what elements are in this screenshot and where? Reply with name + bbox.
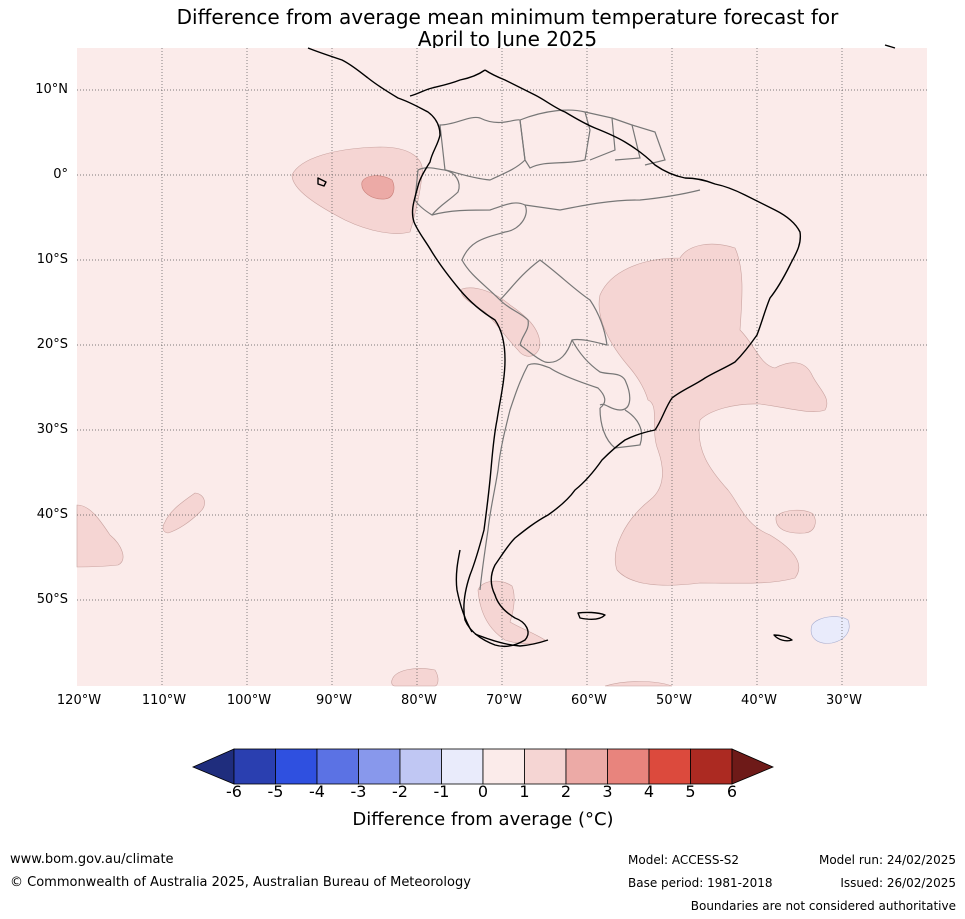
model-run-date: Model run: 24/02/2025 — [818, 853, 956, 867]
anomaly-region-brazil-atlantic — [598, 243, 828, 586]
colorbar-title: Difference from average (°C) — [352, 809, 614, 830]
anomaly-shading — [76, 146, 828, 687]
boundaries-disclaimer: Boundaries are not considered authoritat… — [690, 899, 956, 913]
anomaly-region-south-atlantic — [775, 509, 816, 534]
colorbar-tick-label: 0 — [477, 782, 489, 801]
colorbar — [191, 748, 775, 785]
base-period: Base period: 1981-2018 — [628, 876, 773, 890]
colorbar-tick-label: -4 — [309, 782, 325, 801]
copyright-text: © Commonwealth of Australia 2025, Austra… — [10, 875, 471, 890]
anomaly-region-southern-ocean-west — [391, 668, 439, 687]
lon-label-40w: 40°W — [741, 693, 777, 708]
colorbar-tick-label: 6 — [726, 782, 738, 801]
colorbar-tick-label: -1 — [433, 782, 450, 801]
lat-label-10s: 10°S — [36, 252, 68, 267]
lat-label-10n: 10°N — [35, 82, 68, 97]
map-title-line-2: April to June 2025 — [417, 27, 598, 51]
lon-label-70w: 70°W — [486, 693, 522, 708]
graticule — [77, 48, 927, 686]
colorbar-tick-label: 3 — [602, 782, 613, 801]
lon-label-30w: 30°W — [826, 693, 862, 708]
colorbar-tick-label: 4 — [643, 782, 655, 801]
colorbar-tick-label: 2 — [560, 782, 572, 801]
map-title-line-1: Difference from average mean minimum tem… — [176, 5, 839, 29]
anomaly-region-southern-ocean-east — [604, 681, 673, 687]
anomaly-region-patagonia — [477, 580, 546, 645]
colorbar-tick-label: -6 — [226, 782, 242, 801]
colorbar-extend-low — [191, 748, 235, 785]
model-name: Model: ACCESS-S2 — [628, 853, 740, 867]
lat-label-20s: 20°S — [36, 337, 68, 352]
coastline — [307, 44, 896, 648]
lon-label-90w: 90°W — [316, 693, 352, 708]
lon-label-80w: 80°W — [401, 693, 437, 708]
lon-label-50w: 50°W — [656, 693, 692, 708]
anomaly-region-south-pacific — [162, 492, 205, 534]
anomaly-region-andes — [460, 287, 541, 357]
colorbar-tick-label: -5 — [267, 782, 284, 801]
colorbar-tick-label: 1 — [519, 782, 530, 801]
lat-label-40s: 40°S — [36, 507, 68, 522]
lon-label-100w: 100°W — [226, 693, 272, 708]
country-borders — [414, 109, 701, 591]
lon-label-110w: 110°W — [141, 693, 187, 708]
colorbar-tick-label: -3 — [350, 782, 367, 801]
website-link[interactable]: www.bom.gov.au/climate — [10, 852, 174, 867]
issued-date: Issued: 26/02/2025 — [840, 876, 956, 890]
anomaly-region-equatorial-pacific — [291, 146, 423, 234]
lon-label-120w: 120°W — [56, 693, 102, 708]
lon-label-60w: 60°W — [571, 693, 607, 708]
colorbar-extend-high — [731, 748, 775, 785]
colorbar-tick-label: -2 — [392, 782, 408, 801]
anomaly-region-cool — [810, 616, 850, 644]
anomaly-region-strong-warm — [361, 175, 395, 200]
lat-label-30s: 30°S — [36, 422, 68, 437]
lat-label-0: 0° — [53, 167, 68, 182]
lat-label-50s: 50°S — [36, 592, 68, 607]
colorbar-tick-label: 5 — [685, 782, 696, 801]
